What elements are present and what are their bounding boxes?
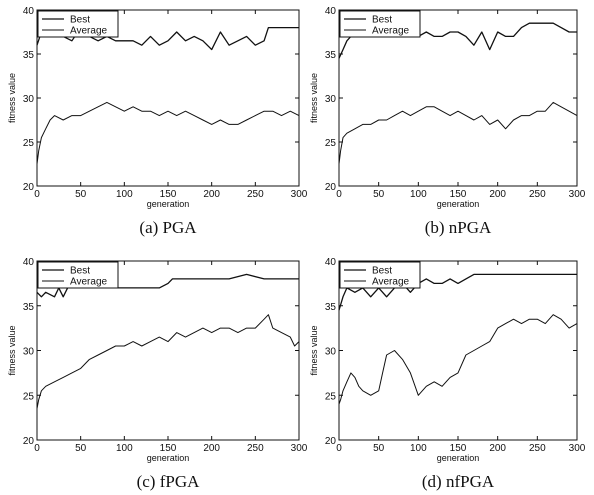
series-line-average [338,314,578,405]
chart-panel-4: 0 50 100 150 200 250 300 20 25 30 35 40 generation fi… [309,257,586,491]
y-tick-label: 40 [23,257,35,268]
x-tick-label: 0 [336,189,342,200]
legend-label: Best [372,15,392,26]
panel-caption: (d) nfPGA [422,472,495,491]
x-tick-label: 300 [569,189,586,200]
y-tick-label: 30 [23,347,35,358]
y-tick-label: 25 [23,138,35,149]
x-tick-label: 100 [410,443,427,454]
x-tick-label: 300 [291,189,308,200]
series-line-best [338,273,577,311]
panel-caption: (b) nPGA [425,218,492,237]
x-tick-label: 200 [489,189,506,200]
x-tick-label: 50 [373,189,385,200]
x-tick-label: 150 [160,443,177,454]
x-tick-label: 0 [34,443,40,454]
y-tick-label: 35 [23,50,35,61]
y-axis-label: fitness value [309,325,319,375]
legend-label: Best [70,266,90,277]
x-tick-label: 150 [160,189,177,200]
legend-label: Average [372,26,410,37]
chart-panel-2: 0 50 100 150 200 250 300 20 25 30 35 40 generation fi… [309,6,586,237]
x-tick-label: 50 [75,443,87,454]
y-tick-label: 25 [23,391,35,402]
y-tick-label: 40 [325,257,337,268]
y-tick-label: 30 [325,347,337,358]
legend-box [37,10,119,38]
y-tick-label: 35 [325,302,337,313]
legend-label: Average [372,277,410,288]
x-tick-label: 0 [336,443,342,454]
x-tick-label: 200 [203,443,220,454]
x-axis-label: generation [147,453,190,463]
panel-caption: (a) PGA [139,218,197,237]
legend-label: Best [372,266,392,277]
y-tick-label: 40 [23,6,35,17]
series-line-best [36,273,299,298]
y-tick-label: 30 [325,94,337,105]
y-tick-label: 20 [23,436,35,447]
panel-caption: (c) fPGA [137,472,201,491]
x-tick-label: 200 [203,189,220,200]
legend-label: Average [70,26,108,37]
y-tick-label: 30 [23,94,35,105]
legend-box [339,10,421,38]
y-tick-label: 20 [23,182,35,193]
y-axis-label: fitness value [7,325,17,375]
x-tick-label: 150 [450,189,467,200]
x-tick-label: 250 [247,189,264,200]
x-tick-label: 50 [75,189,87,200]
x-tick-label: 250 [529,189,546,200]
x-axis-label: generation [147,199,190,209]
x-axis-label: generation [437,199,480,209]
series-line-average [36,101,300,165]
chart-panel-1: 0 50 100 150 200 250 300 20 25 30 35 40 generation fi… [7,6,308,237]
x-tick-label: 200 [489,443,506,454]
x-tick-label: 100 [410,189,427,200]
series-line-average [36,314,300,409]
x-tick-label: 50 [373,443,385,454]
y-tick-label: 20 [325,182,337,193]
legend-box [37,261,119,289]
x-tick-label: 250 [529,443,546,454]
x-tick-label: 300 [569,443,586,454]
y-tick-label: 25 [325,138,337,149]
y-tick-label: 40 [325,6,337,17]
series-line-average [338,101,578,165]
x-tick-label: 100 [116,189,133,200]
legend-label: Best [70,15,90,26]
y-axis-label: fitness value [309,73,319,123]
y-axis-label: fitness value [7,73,17,123]
x-axis-label: generation [437,453,480,463]
x-tick-label: 250 [247,443,264,454]
x-tick-label: 150 [450,443,467,454]
legend-label: Average [70,277,108,288]
x-tick-label: 0 [34,189,40,200]
chart-panel-3: 0 50 100 150 200 250 300 20 25 30 35 40 generation fi… [7,257,308,491]
y-tick-label: 20 [325,436,337,447]
x-tick-label: 100 [116,443,133,454]
y-tick-label: 35 [23,302,35,313]
x-tick-label: 300 [291,443,308,454]
y-tick-label: 35 [325,50,337,61]
legend-box [339,261,421,289]
y-tick-label: 25 [325,391,337,402]
